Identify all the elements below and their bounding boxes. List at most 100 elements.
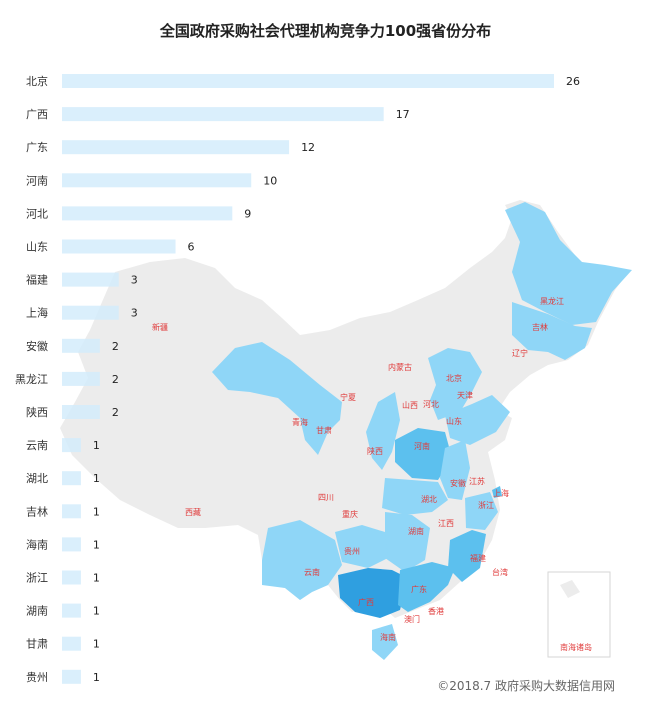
map-province-fujian bbox=[448, 530, 486, 582]
data-label: 1 bbox=[93, 472, 100, 485]
bar bbox=[62, 74, 554, 88]
data-label: 2 bbox=[112, 373, 119, 386]
data-label: 17 bbox=[396, 108, 410, 121]
bar bbox=[62, 305, 119, 320]
data-label: 1 bbox=[93, 439, 100, 452]
bar bbox=[62, 338, 100, 353]
map-province-hainan bbox=[372, 624, 398, 660]
data-label: 6 bbox=[188, 241, 195, 254]
map-label: 贵州 bbox=[344, 546, 360, 556]
map-label: 黑龙江 bbox=[540, 296, 564, 306]
category-label: 黑龙江 bbox=[15, 373, 48, 386]
map-label: 江西 bbox=[438, 519, 454, 528]
map-label: 重庆 bbox=[342, 509, 358, 519]
map-label: 河北 bbox=[423, 399, 439, 409]
data-label: 12 bbox=[301, 141, 315, 154]
map-label: 山东 bbox=[446, 416, 462, 426]
category-label: 河南 bbox=[26, 174, 48, 187]
map-province-hubei bbox=[382, 478, 448, 515]
map-label: 湖南 bbox=[408, 526, 424, 536]
category-label: 湖南 bbox=[26, 605, 48, 618]
map-label: 甘肃 bbox=[316, 425, 332, 435]
data-label: 9 bbox=[244, 207, 251, 220]
map-labels: 新疆 西藏 青海 甘肃 宁夏 内蒙古 黑龙江 吉林 辽宁 北京 天津 山西 河北… bbox=[152, 296, 592, 652]
data-label: 3 bbox=[131, 274, 138, 287]
map-label: 河南 bbox=[414, 441, 430, 451]
category-label: 云南 bbox=[26, 439, 48, 452]
bar bbox=[62, 603, 81, 618]
bar bbox=[62, 173, 252, 188]
map-south-sea-inset bbox=[547, 571, 611, 658]
category-label: 广西 bbox=[26, 108, 48, 121]
map-province-shaanxi bbox=[366, 392, 400, 470]
data-label: 10 bbox=[263, 174, 277, 187]
bar bbox=[62, 438, 81, 453]
map-province-jilin bbox=[512, 302, 592, 360]
bar bbox=[62, 206, 233, 221]
data-label: 1 bbox=[93, 671, 100, 684]
map-province-anhui bbox=[440, 440, 470, 500]
map-label: 广东 bbox=[411, 584, 427, 594]
map-label: 广西 bbox=[358, 597, 374, 607]
map-label: 南海诸岛 bbox=[560, 642, 592, 652]
map-south-sea-island bbox=[560, 580, 580, 598]
category-label: 上海 bbox=[26, 306, 48, 320]
map-label: 湖北 bbox=[421, 495, 437, 504]
map-province-gansu bbox=[212, 342, 342, 455]
map-label: 陕西 bbox=[367, 446, 383, 456]
category-label: 湖北 bbox=[26, 472, 48, 485]
bar bbox=[62, 471, 81, 486]
bar bbox=[62, 239, 176, 254]
data-label: 1 bbox=[93, 638, 100, 651]
map-province-guizhou bbox=[335, 525, 388, 568]
map-label: 西藏 bbox=[185, 507, 201, 517]
map-label: 安徽 bbox=[450, 478, 466, 488]
map-province-yunnan bbox=[262, 520, 342, 600]
data-label: 2 bbox=[112, 406, 119, 419]
map-label: 江苏 bbox=[469, 476, 485, 486]
map-label: 吉林 bbox=[532, 322, 548, 332]
map-label: 上海 bbox=[493, 488, 509, 498]
data-label: 2 bbox=[112, 340, 119, 353]
map-label: 澳门 bbox=[404, 614, 420, 624]
category-label: 福建 bbox=[26, 273, 48, 287]
map-province-guangxi bbox=[338, 568, 408, 618]
map-province-shanghai bbox=[492, 486, 502, 498]
category-label: 甘肃 bbox=[26, 638, 48, 651]
data-label: 1 bbox=[93, 538, 100, 551]
map-label: 内蒙古 bbox=[388, 362, 412, 372]
map-province-hunan bbox=[385, 512, 430, 572]
bar bbox=[62, 405, 100, 419]
map-province-henan bbox=[395, 428, 452, 480]
map-label: 云南 bbox=[304, 567, 320, 577]
category-label: 海南 bbox=[26, 537, 48, 551]
bar bbox=[62, 636, 81, 651]
bar bbox=[62, 669, 81, 684]
bar bbox=[62, 504, 81, 519]
credit-text: ©2018.7 政府采购大数据信用网 bbox=[437, 679, 615, 693]
map-province-heilongjiang bbox=[505, 202, 632, 325]
map-province-zhejiang bbox=[465, 492, 498, 530]
bar bbox=[62, 107, 384, 122]
data-label: 26 bbox=[566, 75, 580, 88]
category-label: 贵州 bbox=[26, 671, 48, 684]
map-province-shandong bbox=[445, 395, 510, 445]
data-label: 3 bbox=[131, 307, 138, 320]
bar bbox=[62, 570, 81, 585]
category-label: 河北 bbox=[26, 207, 48, 220]
bar bbox=[62, 272, 119, 287]
category-label: 北京 bbox=[26, 74, 48, 88]
map-label: 四川 bbox=[318, 493, 334, 502]
data-label: 1 bbox=[93, 572, 100, 585]
map-province-guangdong bbox=[398, 562, 455, 612]
map-label: 新疆 bbox=[152, 322, 168, 332]
map-label: 海南 bbox=[380, 632, 396, 642]
chart-title: 全国政府采购社会代理机构竞争力100强省份分布 bbox=[159, 22, 492, 40]
category-label: 吉林 bbox=[26, 504, 48, 518]
bar bbox=[62, 537, 81, 552]
category-label: 陕西 bbox=[26, 405, 48, 419]
category-label: 广东 bbox=[26, 141, 48, 154]
data-label: 1 bbox=[93, 605, 100, 618]
map-label: 北京 bbox=[446, 373, 462, 383]
